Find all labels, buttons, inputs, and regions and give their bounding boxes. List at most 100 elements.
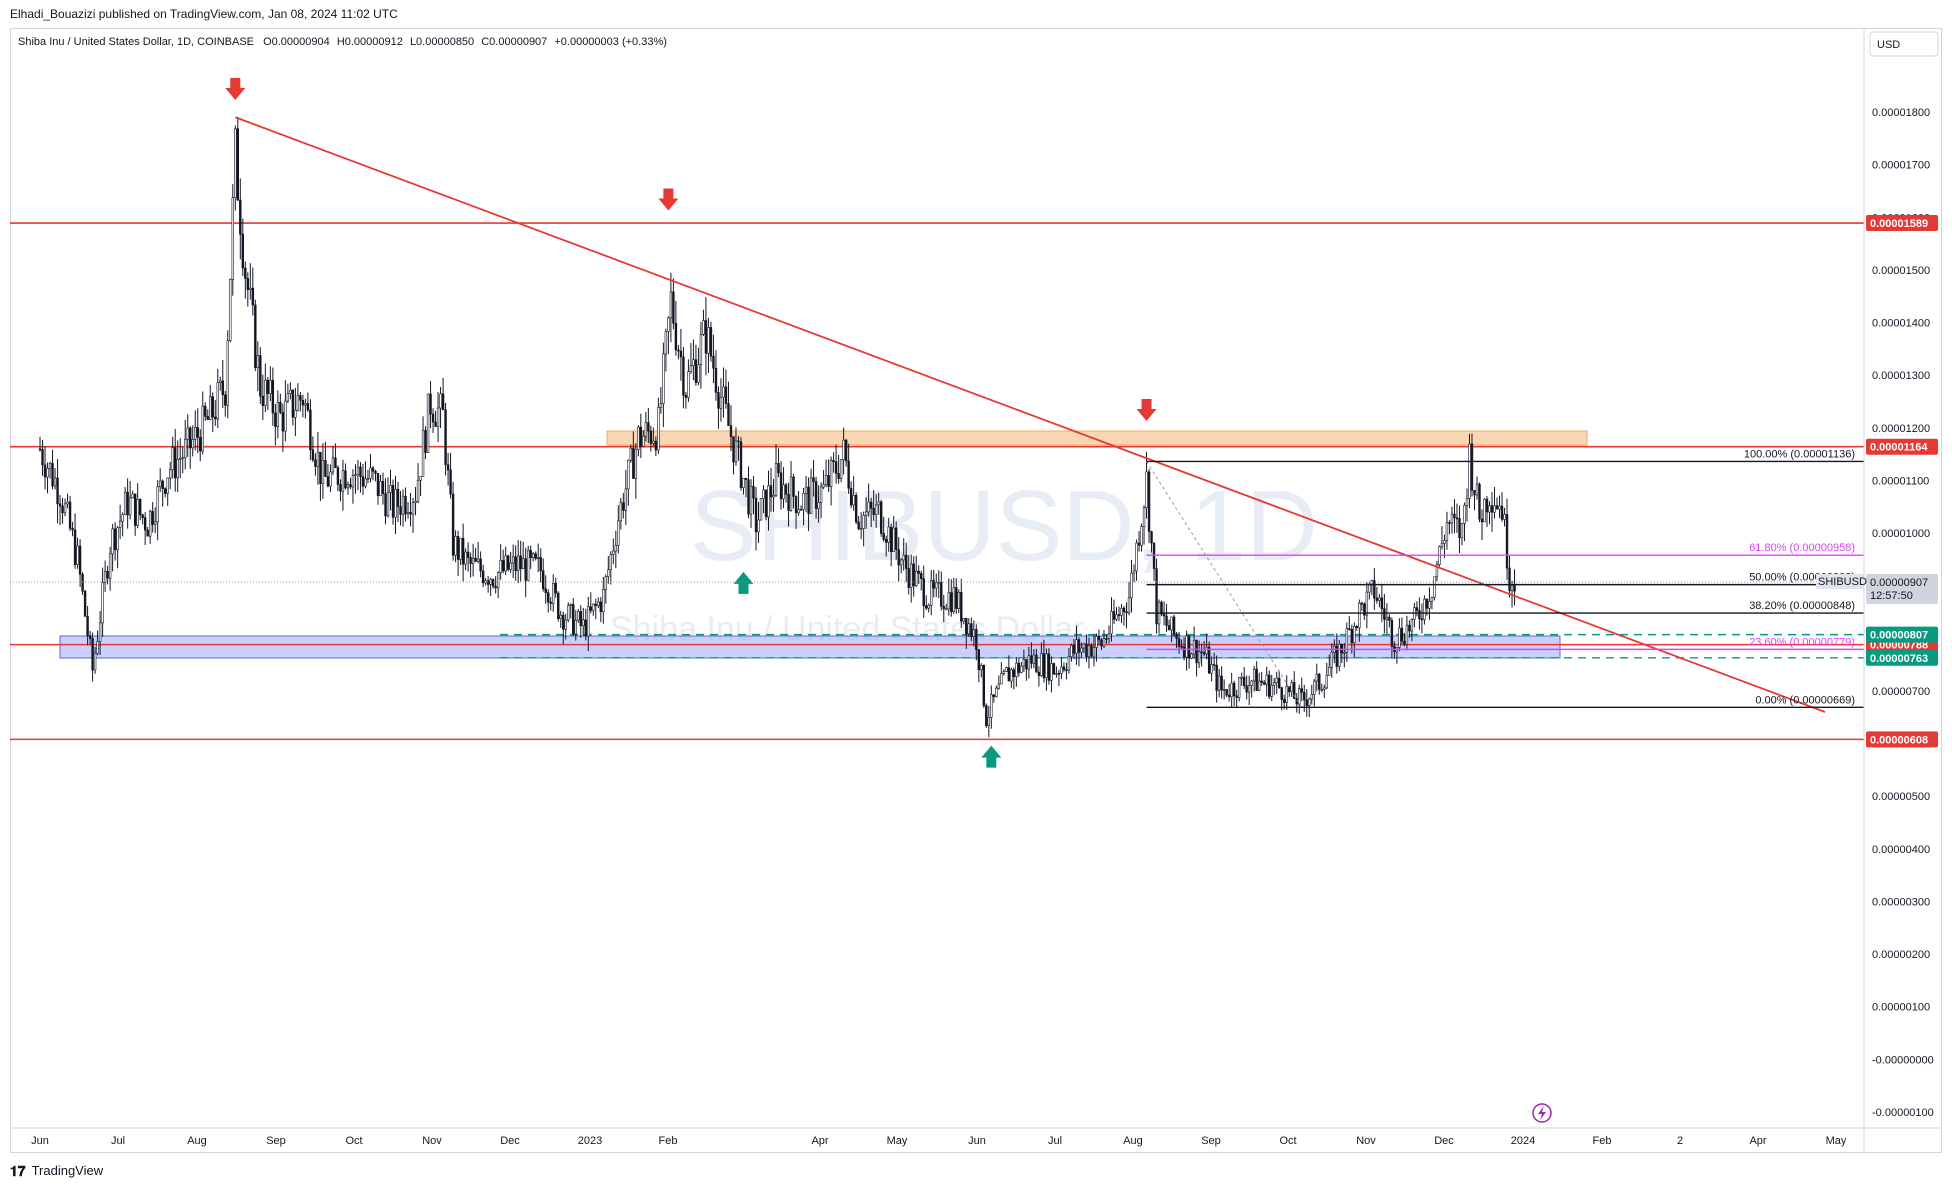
lightning-icon[interactable] [1532,1103,1552,1123]
candle-body [444,409,447,465]
candle-body [419,476,422,481]
candle-body [1348,628,1351,630]
candle-body [699,334,703,366]
candle-body [153,521,157,525]
candle-body [1303,691,1306,701]
candle-body [1062,666,1066,670]
candle-body [1055,673,1058,675]
candle-body [249,287,252,290]
candle-body [689,365,693,372]
candle-body [1202,652,1206,655]
candle-body [404,495,407,515]
candle-body [83,590,87,617]
x-tick-label: Jul [111,1135,125,1147]
candle-body [1192,640,1196,655]
candle-body [329,471,332,487]
candle-body [224,394,227,406]
candle-body [1020,665,1023,673]
candle-body [1225,689,1228,696]
candle-body [955,587,958,609]
candle-body [1085,643,1088,658]
x-tick-label: Jun [31,1135,49,1147]
candle-body [76,545,79,565]
candle-body [910,563,913,588]
candle-body [414,500,417,503]
candle-body [93,652,97,671]
candle-body [757,519,760,533]
candle-body [654,440,658,451]
candle-body [1140,526,1143,546]
candle-body [717,392,720,409]
candle-body [772,494,775,498]
candle-body [161,480,164,490]
candle-body [1405,624,1409,645]
candle-body [1418,610,1421,620]
candle-body [1285,686,1288,703]
candle-body [123,491,127,515]
candle-body [917,570,920,574]
tradingview-footer[interactable]: 𝟏𝟕 TradingView [10,1160,103,1182]
candle-body [126,491,129,516]
candle-body [614,544,618,552]
candle-body [950,592,953,612]
candle-body [51,463,54,487]
candle-body [271,379,275,414]
candle-body [1075,639,1078,654]
candle-body [254,304,257,369]
candle-body [374,470,377,474]
candle-body [196,427,199,438]
candle-body [902,554,905,561]
candle-body [1430,596,1434,602]
candle-body [429,393,432,415]
candle-body [1275,677,1278,684]
candle-body [66,501,69,505]
candle-body [594,603,597,606]
candle-body [1420,618,1424,621]
candle-body [241,233,245,269]
candle-body [1210,664,1213,674]
candle-body [1195,640,1198,664]
candle-body [769,485,773,498]
candle-body [476,558,480,562]
candle-body [1205,646,1208,655]
candle-body [216,382,219,420]
y-tick-label: 0.00001800 [1872,107,1930,119]
candle-body [634,449,638,479]
currency-button[interactable] [1869,31,1939,57]
candle-body [957,592,960,609]
candle-body [854,494,858,523]
candle-body [58,503,62,507]
candle-body [657,407,660,451]
candle-body [229,278,232,341]
candle-body [799,509,803,511]
candle-body [1230,682,1233,698]
x-tick-label: Feb [1593,1135,1612,1147]
candle-body [1268,674,1271,697]
chart-frame[interactable] [10,28,1942,1153]
candle-body [53,477,57,487]
candle-body [396,488,400,507]
countdown-label: 12:57:50 [1870,590,1913,602]
candle-body [118,520,122,529]
candle-body [301,399,305,406]
candle-body [872,507,875,515]
candle-body [401,495,405,515]
dashed-price-tag: 0.00000763 [1870,653,1928,665]
candle-body [1378,597,1381,601]
candle-body [366,478,370,480]
candle-body [1425,598,1429,609]
candle-body [1000,673,1003,685]
candle-body [774,463,778,496]
candle-body [1232,682,1236,697]
candle-body [138,499,142,516]
candle-body [915,570,918,587]
candle-body [1077,639,1081,653]
candle-body [714,367,718,393]
candle-body [316,451,320,467]
ticker-label-bg [1816,574,1864,589]
candle-body [431,413,435,423]
candle-body [572,604,575,635]
candle-body [1215,664,1218,691]
candle-body [794,496,798,514]
